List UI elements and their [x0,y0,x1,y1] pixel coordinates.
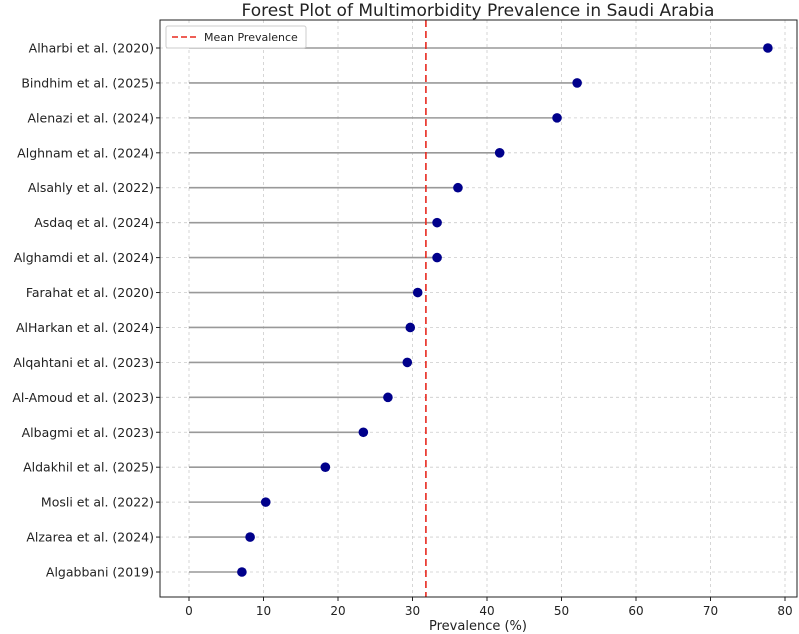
study-point [552,113,562,123]
y-tick-label: Farahat et al. (2020) [26,285,154,300]
study-point [763,43,773,53]
study-point [453,182,463,193]
y-tick-label: Alghamdi et al. (2024) [14,250,154,265]
study-point [383,392,393,403]
study-point [245,532,255,542]
study-point [572,78,582,88]
axes-frame [159,19,798,598]
y-tick-label: Alghnam et al. (2024) [17,145,154,160]
y-tick-label: Mosli et al. (2022) [41,495,154,510]
y-tick-label: Al-Amoud et al. (2023) [12,390,154,405]
y-tick-label: Algabbani (2019) [46,565,154,580]
y-tick-label: Alqahtani et al. (2023) [13,355,154,370]
y-tick-label: Alsahly et al. (2022) [28,180,154,195]
study-point [432,217,442,228]
x-tick-label: 0 [185,604,193,618]
study-point [260,497,271,507]
study-point [494,148,505,158]
x-tick-label: 50 [554,604,569,618]
legend: Mean Prevalence [165,25,307,49]
x-tick-label: 40 [479,604,494,618]
study-point [320,462,331,473]
study-point [412,287,423,298]
x-tick-label: 60 [628,604,643,618]
legend-mean-label: Mean Prevalence [204,31,298,44]
chart-title: Forest Plot of Multimorbidity Prevalence… [242,1,715,21]
study-point [358,427,369,438]
legend-box [165,25,307,49]
x-tick-label: 10 [256,604,271,618]
y-tick-label: AlHarkan et al. (2024) [16,320,154,335]
study-point [405,322,416,333]
x-tick-label: 80 [777,604,792,618]
y-tick-label: Alharbi et al. (2020) [29,41,154,56]
x-tick-label: 70 [703,604,718,618]
y-tick-label: Albagmi et al. (2023) [22,425,154,440]
study-point [237,567,247,577]
y-tick-label: Aldakhil et al. (2025) [23,460,154,475]
y-tick-label: Bindhim et al. (2025) [21,75,154,90]
y-tick-label: Alzarea et al. (2024) [26,530,154,545]
y-tick-label: Asdaq et al. (2024) [34,215,154,230]
study-point [432,252,442,263]
x-tick-label: 30 [405,604,420,618]
x-tick-label: 20 [330,604,345,618]
x-axis-label: Prevalence (%) [429,619,527,634]
y-tick-label: Alenazi et al. (2024) [27,110,154,125]
study-point [402,357,413,368]
